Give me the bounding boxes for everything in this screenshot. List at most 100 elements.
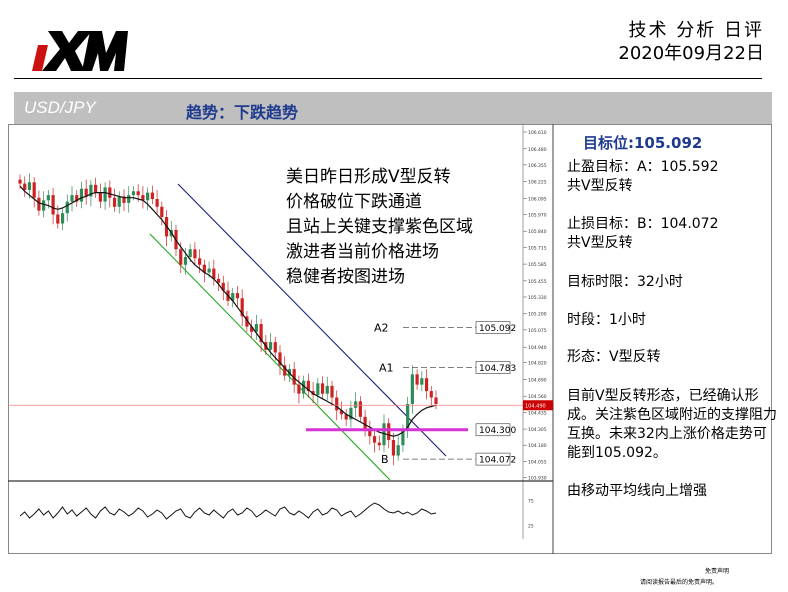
candle-body [240,298,244,317]
y-tick-label: 105.715 [528,245,547,251]
candle-body [75,195,79,202]
candle-body [335,397,339,411]
stop-loss-label: 止损目标：B：104.072 [567,216,719,232]
candle-body [254,324,258,332]
level-name-a2: A2 [374,322,389,335]
title-band [14,92,772,124]
candle-body [89,184,93,197]
commentary-line: 美日昨日形成V型反转 [286,167,451,187]
candle-body [221,282,225,291]
candle-body [136,191,140,196]
candle-body [354,401,358,408]
time-limit: 目标时限：32小时 [567,274,683,290]
candle-body [103,187,107,202]
candle-body [424,378,429,392]
candle-body [387,423,391,441]
analysis-text: 目前V型反转形态，已经确认形成。关注紫色区域附近的支撑阻力互换。未来32内上涨价… [567,388,777,461]
candle-body [27,182,32,190]
y-tick-label: 105.840 [528,229,547,235]
y-tick-label: 104.435 [528,410,547,416]
candle-body [410,374,414,404]
channel-lower-line [149,233,391,481]
price-chart: 106.610 106.480 106.355 106.225 106.095 105.9… [8,124,772,554]
candle-body [94,184,98,193]
candle-body [198,258,202,265]
candle-body [193,249,197,259]
y-tick-label: 105.075 [528,328,547,334]
candle-body [297,384,301,394]
disclaimer-text: 请阅读报告最后的免责声明。 [640,579,719,586]
y-tick-label: 104.305 [528,427,547,433]
y-tick-label: 105.200 [528,312,547,318]
candle-body [70,195,74,202]
candle-body [372,436,377,443]
y-tick-label: 105.970 [528,212,547,218]
disclaimer-title: 免责声明 [705,568,730,575]
y-tick-label: 104.180 [528,443,547,449]
candle-body [202,264,206,273]
candle-body [231,293,235,301]
timeframe: 时段：1小时 [567,312,646,328]
stop-loss-sub: 共V型反转 [567,235,633,251]
candle-body [320,383,325,394]
y-tick-label: 104.560 [528,394,547,400]
commentary-line: 激进者当前价格进场 [286,242,439,262]
candle-body [330,385,334,398]
pattern: 形态：V型反转 [567,349,661,365]
oscillator-tick-label: 75 [528,499,534,505]
candle-body [131,191,136,196]
candle-body [306,380,310,392]
candle-body [60,213,65,224]
trend-label: 趋势：下跌趋势 [186,103,299,122]
y-tick-label: 103.930 [528,475,547,481]
moving-average-line [19,185,437,437]
candle-body [396,445,400,456]
candle-body [358,401,362,417]
candle-body [98,192,102,202]
y-tick-label: 104.055 [528,459,547,465]
target-title: 目标位:105.092 [583,134,703,152]
take-profit-label: 止盈目标：A：105.592 [567,159,719,175]
candle-body [415,374,419,385]
candle-body [160,206,164,218]
candle-body [183,257,188,265]
candle-body [339,410,344,415]
report-title: 技术 分析 日评 [628,20,764,41]
candle-body [259,324,263,343]
current-price-marker [523,400,553,411]
level-value-label: 104.072 [479,456,516,466]
channel-upper-line [177,183,447,457]
candle-body [51,195,55,215]
candle-body [146,192,150,201]
candle-body [429,391,433,398]
candle-body [363,416,367,430]
level-box [475,361,511,374]
candle-body [349,407,353,420]
candle-body [122,196,126,203]
level-name-a1: A1 [379,361,394,374]
candle-body [155,199,159,207]
y-tick-label: 106.355 [528,163,547,169]
candle-body [391,440,396,456]
candle-body [316,383,320,395]
take-profit-sub: 共V型反转 [567,178,633,194]
header-divider [14,78,762,79]
y-tick-label: 106.225 [528,180,547,186]
candle-body [273,342,277,353]
candle-body [406,403,410,430]
level-box [475,452,511,466]
candle-body [401,429,405,446]
candle-body [150,192,154,200]
y-tick-label: 104.940 [528,345,547,351]
candle-body [23,183,27,190]
level-box [475,423,511,437]
candle-body [42,200,46,211]
candle-body [117,196,121,207]
candle-body [141,195,145,201]
y-tick-label: 105.585 [528,262,547,268]
candle-body [377,442,381,446]
candle-body [37,197,41,211]
y-tick-label: 105.330 [528,295,547,301]
level-value-label: 104.783 [479,364,516,374]
candle-body [325,385,329,394]
